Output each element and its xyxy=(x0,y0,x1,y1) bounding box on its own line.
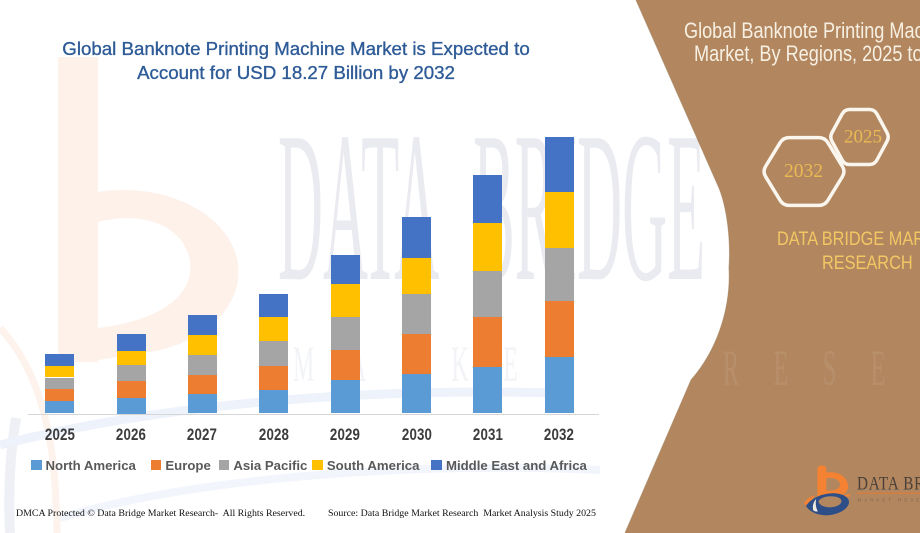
svg-text:MARKET RESEARCH: MARKET RESEARCH xyxy=(293,339,920,397)
svg-text:2032: 2032 xyxy=(784,161,823,182)
svg-text:DATA BRIDGE: DATA BRIDGE xyxy=(857,473,920,494)
svg-text:MARKET RESEARCH: MARKET RESEARCH xyxy=(858,497,920,502)
svg-text:2025: 2025 xyxy=(844,127,882,148)
